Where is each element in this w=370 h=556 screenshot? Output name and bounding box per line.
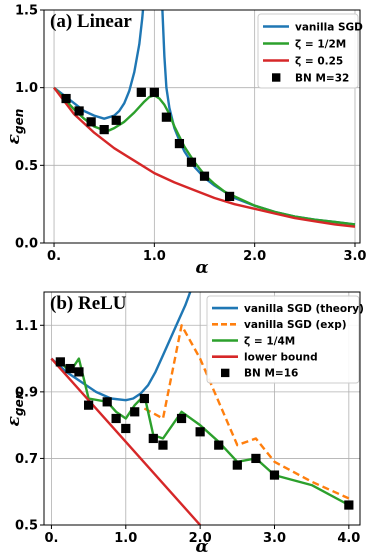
plot-frame bbox=[43, 291, 361, 526]
series-line bbox=[143, 324, 350, 500]
data-point bbox=[136, 87, 146, 97]
series-line bbox=[53, 86, 356, 228]
x-tick-label: 1.0 bbox=[143, 249, 166, 264]
data-point bbox=[74, 106, 84, 116]
data-point bbox=[176, 413, 187, 424]
x-axis-label: α bbox=[195, 258, 208, 278]
series-line bbox=[50, 357, 201, 525]
data-point bbox=[251, 453, 261, 464]
y-axis-symbol: ε bbox=[4, 416, 24, 426]
y-axis-label: εgen bbox=[4, 109, 26, 145]
legend-label: vanilla SGD (theory) bbox=[244, 303, 364, 315]
x-tick-label: 4.0 bbox=[337, 531, 360, 546]
data-point bbox=[224, 191, 235, 201]
legend-label: ζ = 1/2M bbox=[295, 38, 346, 50]
y-tick-label: 0.5 bbox=[15, 519, 38, 534]
x-tick-label: 1.0 bbox=[114, 531, 137, 546]
legend-label: BN M=16 bbox=[244, 368, 298, 380]
y-tick-label: 0.5 bbox=[15, 159, 38, 174]
series-line bbox=[50, 292, 192, 402]
x-tick-label: 0. bbox=[44, 531, 58, 546]
legend-label: BN M=32 bbox=[295, 72, 349, 84]
y-tick-label: 1.5 bbox=[15, 4, 38, 19]
legend-marker bbox=[221, 368, 230, 378]
panel-title: (b) ReLU bbox=[50, 293, 127, 314]
data-point bbox=[161, 112, 171, 122]
data-point bbox=[99, 125, 109, 135]
y-axis-label: εgen bbox=[4, 391, 26, 427]
y-axis-subscript: gen bbox=[12, 391, 26, 416]
data-point bbox=[199, 171, 210, 181]
data-point bbox=[186, 157, 197, 167]
data-point bbox=[61, 93, 71, 104]
x-axis-label: α bbox=[195, 537, 208, 556]
y-axis-label-text: εgen bbox=[4, 109, 26, 145]
y-tick-label: 0.7 bbox=[15, 452, 38, 467]
plot-frame bbox=[43, 9, 361, 244]
data-point bbox=[139, 393, 149, 404]
x-tick-label: 2.0 bbox=[189, 531, 212, 546]
data-point bbox=[269, 470, 280, 480]
data-point bbox=[344, 500, 354, 510]
x-tick-label: 0. bbox=[47, 249, 61, 264]
data-point bbox=[111, 115, 121, 125]
data-point bbox=[111, 413, 121, 424]
chart-panel-0: 0. 1.0 2.0 3.0 0.0 0.5 1.0 1.5 α εgen (a) Linear va… bbox=[4, 4, 366, 279]
data-point bbox=[174, 138, 185, 149]
legend-marker bbox=[272, 73, 281, 82]
data-point bbox=[121, 423, 131, 434]
x-tick-label: 3.0 bbox=[263, 531, 286, 546]
data-point bbox=[158, 440, 168, 450]
x-tick-label: 2.0 bbox=[243, 249, 266, 264]
data-point bbox=[74, 367, 84, 377]
data-point bbox=[102, 397, 112, 407]
y-axis-subscript: gen bbox=[12, 109, 26, 134]
data-point bbox=[214, 440, 224, 450]
legend-box bbox=[206, 295, 360, 384]
y-axis-symbol: ε bbox=[4, 134, 24, 144]
plot-area bbox=[53, 10, 356, 228]
data-point bbox=[130, 407, 140, 417]
legend-label: ζ = 1/4M bbox=[244, 335, 295, 347]
x-tick-label: 3.0 bbox=[343, 249, 366, 264]
data-point bbox=[84, 400, 94, 410]
data-point bbox=[232, 460, 242, 470]
y-axis-label-text: εgen bbox=[4, 391, 26, 427]
chart-panel-1: 0. 1.0 2.0 3.0 4.0 0.5 0.7 0.9 1.1 α εgen (b) ReLU v… bbox=[4, 291, 364, 556]
y-tick-label: 1.0 bbox=[15, 81, 38, 96]
legend-label: lower bound bbox=[244, 352, 318, 364]
legend-label: vanilla SGD bbox=[295, 21, 363, 33]
data-point bbox=[148, 433, 158, 444]
data-point bbox=[149, 87, 159, 97]
series-line bbox=[53, 86, 356, 226]
y-tick-label: 1.1 bbox=[15, 319, 38, 334]
y-tick-label: 0.9 bbox=[15, 385, 38, 400]
legend-label: vanilla SGD (exp) bbox=[244, 319, 347, 331]
data-point bbox=[195, 427, 205, 437]
data-point bbox=[86, 117, 96, 127]
data-point bbox=[55, 357, 65, 367]
legend-label: ζ = 0.25 bbox=[295, 55, 343, 67]
data-point bbox=[65, 363, 75, 374]
plot-area bbox=[50, 292, 354, 525]
legend-box bbox=[257, 13, 359, 89]
panel-title: (a) Linear bbox=[50, 11, 132, 32]
y-tick-label: 0.0 bbox=[15, 237, 38, 252]
